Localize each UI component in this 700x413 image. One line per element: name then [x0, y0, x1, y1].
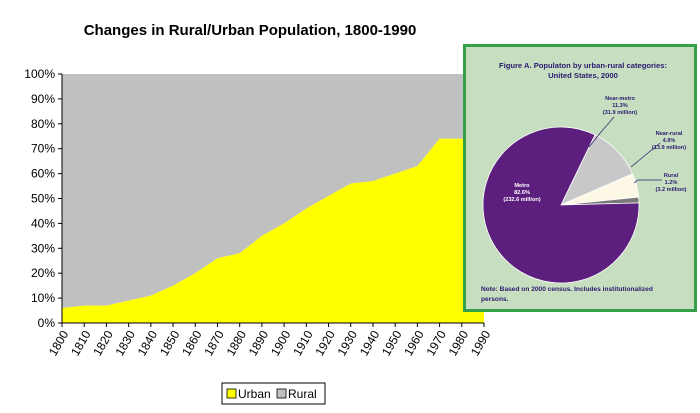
slice-label-rural-name: Rural — [664, 173, 679, 179]
slice-label-nearmetro-name: Near-metro — [605, 96, 635, 102]
inset-note-line-1: Note: Based on 2000 census. Includes ins… — [481, 286, 653, 293]
x-tick-label: 1880 — [224, 328, 250, 358]
slice-label-metro-millions: (232.6 million) — [503, 197, 540, 203]
x-tick-label: 1950 — [379, 328, 405, 358]
x-tick-label: 1920 — [312, 328, 338, 358]
x-tick-label: 1990 — [468, 328, 494, 358]
x-tick-label: 1980 — [446, 328, 472, 358]
x-tick-label: 1800 — [46, 328, 72, 358]
x-axis: 1800181018201830184018501860187018801890… — [46, 322, 494, 358]
leader-line-rural — [633, 179, 662, 184]
legend-box — [221, 382, 326, 405]
legend-swatch-rural — [276, 388, 287, 399]
x-tick-label: 1870 — [201, 328, 227, 358]
leader-line-nearrural — [630, 142, 661, 168]
y-tick-label: 60% — [31, 167, 55, 181]
y-tick-label: 10% — [31, 291, 55, 305]
y-tick-label: 50% — [31, 192, 55, 206]
legend: Urban Rural — [221, 382, 326, 405]
legend-swatch-urban — [226, 388, 237, 399]
area-rural — [62, 74, 484, 309]
inset-panel: Figure A. Populaton by urban-rural categ… — [463, 44, 697, 312]
chart-title: Changes in Rural/Urban Population, 1800-… — [84, 22, 417, 39]
x-tick-label: 1910 — [290, 328, 316, 358]
y-tick-label: 40% — [31, 216, 55, 230]
x-tick-label: 1890 — [246, 328, 272, 358]
slice-label-nearrural-pct: 4.9% — [663, 138, 676, 144]
x-tick-label: 1840 — [135, 328, 161, 358]
inset-title-line-1: Figure A. Populaton by urban-rural categ… — [499, 61, 667, 70]
slice-label-nearmetro-pct: 11.3% — [612, 103, 628, 109]
y-tick-label: 0% — [38, 316, 56, 330]
y-tick-label: 30% — [31, 241, 55, 255]
slice-label-nearmetro-millions: (31.9 million) — [603, 110, 637, 116]
leader-lines — [588, 116, 662, 184]
x-tick-label: 1970 — [423, 328, 449, 358]
slice-label-nearrural-name: Near-rural — [656, 131, 683, 137]
slice-label-metro-pct: 82.6% — [514, 190, 530, 196]
slice-label-rural-pct: 1.2% — [665, 180, 678, 186]
inset-title-line-2: United States, 2000 — [548, 71, 618, 80]
x-tick-label: 1900 — [268, 328, 294, 358]
pie-slice-metro — [482, 126, 640, 284]
x-tick-label: 1830 — [113, 328, 139, 358]
leader-line-nearmetro — [588, 116, 615, 148]
x-tick-label: 1940 — [357, 328, 383, 358]
legend-label-urban: Urban — [238, 387, 271, 401]
x-tick-label: 1810 — [68, 328, 94, 358]
pie-slices — [482, 126, 640, 284]
y-tick-label: 80% — [31, 117, 55, 131]
inset-note-line-2: persons. — [481, 296, 509, 303]
y-axis: 0% 10% 20% 30% 40% 50% 60% 70% 80% 90% 100% — [24, 67, 63, 330]
y-tick-label: 20% — [31, 266, 55, 280]
x-tick-label: 1960 — [401, 328, 427, 358]
x-tick-label: 1850 — [157, 328, 183, 358]
y-tick-label: 90% — [31, 92, 55, 106]
plot-area — [62, 74, 484, 323]
area-urban — [62, 138, 484, 323]
slice-label-rural-millions: (3.2 million) — [655, 187, 686, 193]
y-tick-label: 100% — [24, 67, 55, 81]
pie-chart: Figure A. Populaton by urban-rural categ… — [481, 61, 687, 303]
x-tick-label: 1820 — [90, 328, 116, 358]
slice-label-metro-name: Metro — [514, 183, 530, 189]
x-tick-label: 1860 — [179, 328, 205, 358]
x-tick-label: 1930 — [335, 328, 361, 358]
y-tick-label: 70% — [31, 142, 55, 156]
pie-labels: Metro 82.6% (232.6 million) Near-metro 1… — [503, 96, 686, 203]
slice-label-nearrural-millions: (13.9 million) — [652, 145, 686, 151]
legend-label-rural: Rural — [288, 387, 317, 401]
